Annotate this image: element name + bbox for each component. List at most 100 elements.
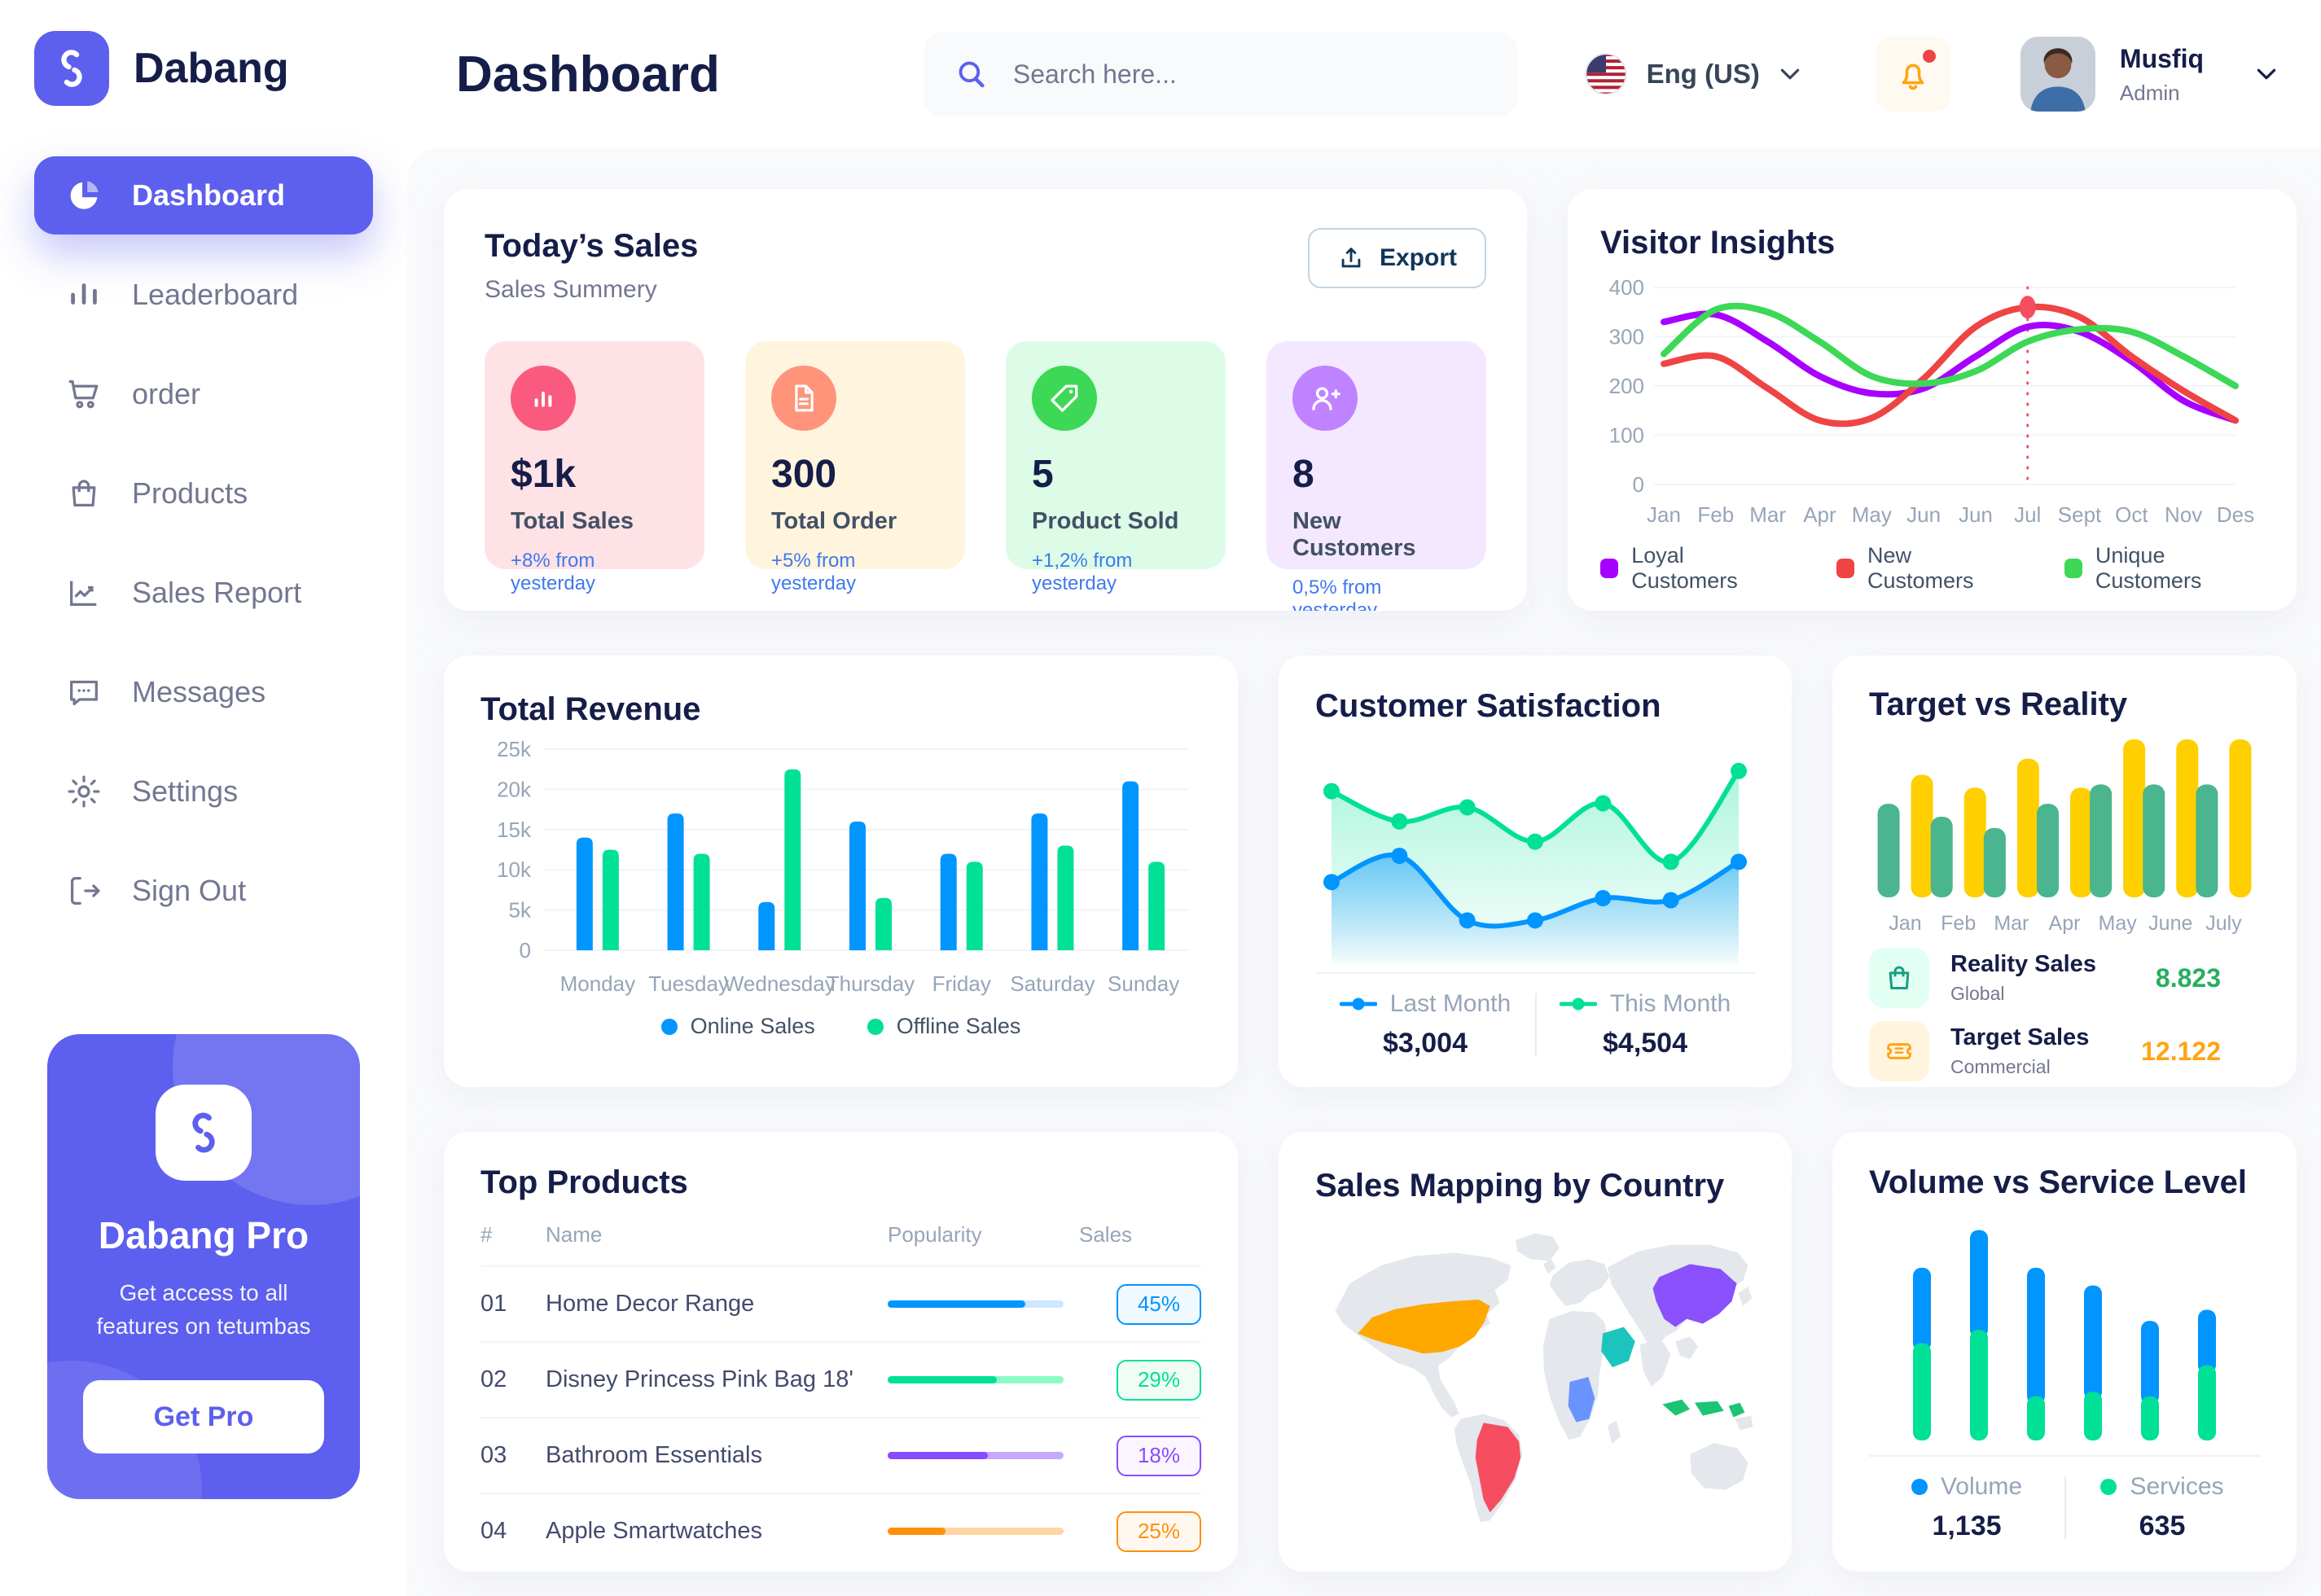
svg-text:0: 0 — [1633, 472, 1644, 497]
legend-item: Loyal Customers — [1600, 543, 1784, 594]
stat-label: New Customers — [1292, 508, 1416, 561]
svg-text:Sept: Sept — [2058, 502, 2102, 527]
visitor-insights-chart: 0 100 200 300 400 Jan Feb Mar Apr May Jun Jun Jul Sep… — [1600, 266, 2264, 535]
customer-satisfaction-card: Customer Satisfaction Last Month $3,004 Th… — [1279, 656, 1792, 1087]
target-vs-reality-chart: Jan Feb Mar Apr May June July — [1869, 726, 2260, 940]
total-revenue-chart: 0 5k 10k 15k 20k 25k Monday Tuesday Wednesday Thu… — [480, 733, 1201, 1006]
stat-delta: 0,5% from yesterday — [1292, 577, 1382, 611]
todays-sales-subtitle: Sales Summery — [485, 276, 657, 303]
sidebar-item-label: Messages — [132, 675, 266, 708]
map-usa[interactable] — [1358, 1299, 1490, 1354]
legend-item: Volume 1,135 — [1869, 1473, 2064, 1542]
svg-text:Monday: Monday — [560, 971, 636, 996]
svg-text:5k: 5k — [509, 898, 532, 923]
promo-logo-icon — [156, 1085, 252, 1181]
table-row: 02 Disney Princess Pink Bag 18' 29% — [480, 1341, 1201, 1417]
top-products-card: Top Products # Name Popularity Sales 01 Home… — [444, 1132, 1238, 1572]
get-pro-button[interactable]: Get Pro — [83, 1380, 324, 1454]
us-flag-icon — [1584, 53, 1627, 95]
sales-mapping-title: Sales Mapping by Country — [1315, 1168, 1725, 1204]
language-label: Eng (US) — [1646, 59, 1760, 89]
export-icon — [1341, 248, 1361, 268]
visitor-insights-card: Visitor Insights 0 100 200 300 400 Jan Feb Mar A… — [1568, 189, 2297, 611]
language-selector[interactable]: Eng (US) — [1584, 53, 1801, 95]
tag-icon — [1032, 366, 1097, 431]
svg-text:Feb: Feb — [1697, 502, 1734, 527]
map-greenland — [1516, 1233, 1560, 1261]
legend-item: Online Sales — [660, 1014, 815, 1039]
svg-text:Saturday: Saturday — [1010, 971, 1095, 996]
svg-text:15k: 15k — [497, 818, 532, 842]
stat-value: $1k — [511, 453, 577, 496]
user-plus-icon — [1292, 366, 1358, 431]
gear-icon — [65, 773, 103, 810]
search-icon — [959, 61, 985, 88]
user-role: Admin — [2119, 80, 2180, 105]
brand-name: Dabang — [134, 45, 289, 92]
map-brazil[interactable] — [1475, 1423, 1521, 1513]
sidebar-item-settings[interactable]: Settings — [34, 752, 373, 831]
stat-card-total-sales: $1k Total Sales +8% from yesterday — [485, 341, 704, 594]
svg-text:300: 300 — [1609, 325, 1644, 349]
sidebar-nav: Dashboard Leaderboard order Products Sales R… — [0, 156, 407, 930]
legend-item: Target Sales Commercial 12.122 — [1869, 1021, 2260, 1081]
customer-satisfaction-legend: Last Month $3,004 This Month $4,504 — [1315, 990, 1755, 1059]
legend-item: This Month $4,504 — [1535, 990, 1755, 1059]
volume-vs-service-legend: Volume 1,135 Services 635 — [1869, 1473, 2260, 1542]
sidebar-item-label: order — [132, 377, 201, 410]
ticket-icon — [1869, 1021, 1929, 1081]
target-vs-reality-title: Target vs Reality — [1869, 686, 2128, 722]
svg-text:100: 100 — [1609, 423, 1644, 448]
sidebar-item-sign-out[interactable]: Sign Out — [34, 852, 373, 930]
search-input[interactable] — [1011, 58, 1487, 90]
bell-icon — [1902, 64, 1924, 90]
sidebar-item-sales-report[interactable]: Sales Report — [34, 554, 373, 632]
bag-icon — [65, 475, 103, 512]
sidebar-item-label: Leaderboard — [132, 278, 299, 311]
brand-row: Dabang — [0, 31, 407, 106]
volume-vs-service-title: Volume vs Service Level — [1869, 1164, 2247, 1200]
shopping-bag-icon — [1869, 948, 1929, 1008]
avatar[interactable] — [2020, 37, 2095, 112]
svg-text:Nov: Nov — [2165, 502, 2202, 527]
map-china[interactable] — [1652, 1264, 1737, 1327]
export-button[interactable]: Export — [1307, 228, 1486, 288]
stat-delta: +1,2% from yesterday — [1032, 550, 1133, 594]
sidebar-item-messages[interactable]: Messages — [34, 653, 373, 731]
map-papua — [1735, 1415, 1753, 1431]
legend-item: Last Month $3,004 — [1315, 990, 1535, 1059]
total-revenue-title: Total Revenue — [480, 691, 701, 727]
sidebar-item-products[interactable]: Products — [34, 454, 373, 533]
map-australia — [1690, 1443, 1748, 1490]
notifications-button[interactable] — [1875, 37, 1950, 112]
stat-card-new-customers: 8 New Customers 0,5% from yesterday — [1266, 341, 1486, 611]
legend-item: Unique Customers — [2064, 543, 2264, 594]
sales-badge: 25% — [1117, 1510, 1201, 1552]
file-icon — [771, 366, 836, 431]
promo-description: Get access to all features on tetumbas — [96, 1280, 311, 1339]
map-saudi-arabia[interactable] — [1601, 1326, 1635, 1368]
svg-text:400: 400 — [1609, 275, 1644, 300]
sales-mapping-card: Sales Mapping by Country — [1279, 1132, 1792, 1572]
user-name: Musfiq — [2119, 43, 2204, 73]
volume-vs-service-card: Volume vs Service Level Volume 1,135 Servi… — [1832, 1132, 2297, 1572]
svg-text:Friday: Friday — [932, 971, 991, 996]
sidebar-item-dashboard[interactable]: Dashboard — [34, 156, 373, 235]
world-map — [1315, 1216, 1755, 1542]
legend-item: Services 635 — [2064, 1473, 2260, 1542]
target-vs-reality-card: Target vs Reality Jan Feb Mar Apr May June Jul… — [1832, 656, 2297, 1087]
sidebar-item-order[interactable]: order — [34, 355, 373, 433]
popularity-bar — [888, 1452, 1064, 1459]
table-row: 03 Bathroom Essentials 18% — [480, 1417, 1201, 1493]
map-indonesia[interactable] — [1662, 1399, 1745, 1418]
map-japan — [1738, 1287, 1753, 1306]
visitor-insights-title: Visitor Insights — [1600, 225, 1836, 261]
svg-text:200: 200 — [1609, 374, 1644, 398]
user-menu-chevron-icon[interactable] — [2256, 68, 2277, 81]
svg-text:Wednesday: Wednesday — [724, 971, 836, 996]
sidebar-item-label: Sales Report — [132, 576, 302, 609]
sales-badge: 18% — [1117, 1435, 1201, 1476]
cart-icon — [65, 375, 103, 413]
map-dr-congo[interactable] — [1568, 1377, 1595, 1423]
sidebar-item-leaderboard[interactable]: Leaderboard — [34, 256, 373, 334]
